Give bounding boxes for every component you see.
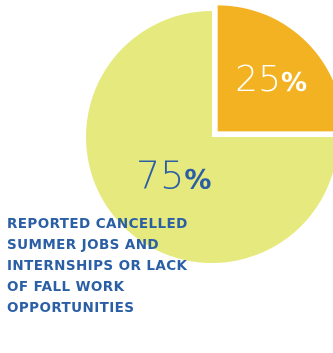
percent-sign: % [281,68,307,98]
slice-label-75: 75% [136,153,211,197]
slice-value-75: 75 [136,153,184,197]
pie-slice-25-percent [217,5,333,132]
percent-sign: % [184,164,211,195]
pie-slice-75-percent [86,11,333,263]
chart-caption: REPORTED CANCELLED SUMMER JOBS AND INTER… [7,216,188,316]
slice-value-25: 25 [235,59,281,100]
slice-label-25: 25% [235,59,307,100]
